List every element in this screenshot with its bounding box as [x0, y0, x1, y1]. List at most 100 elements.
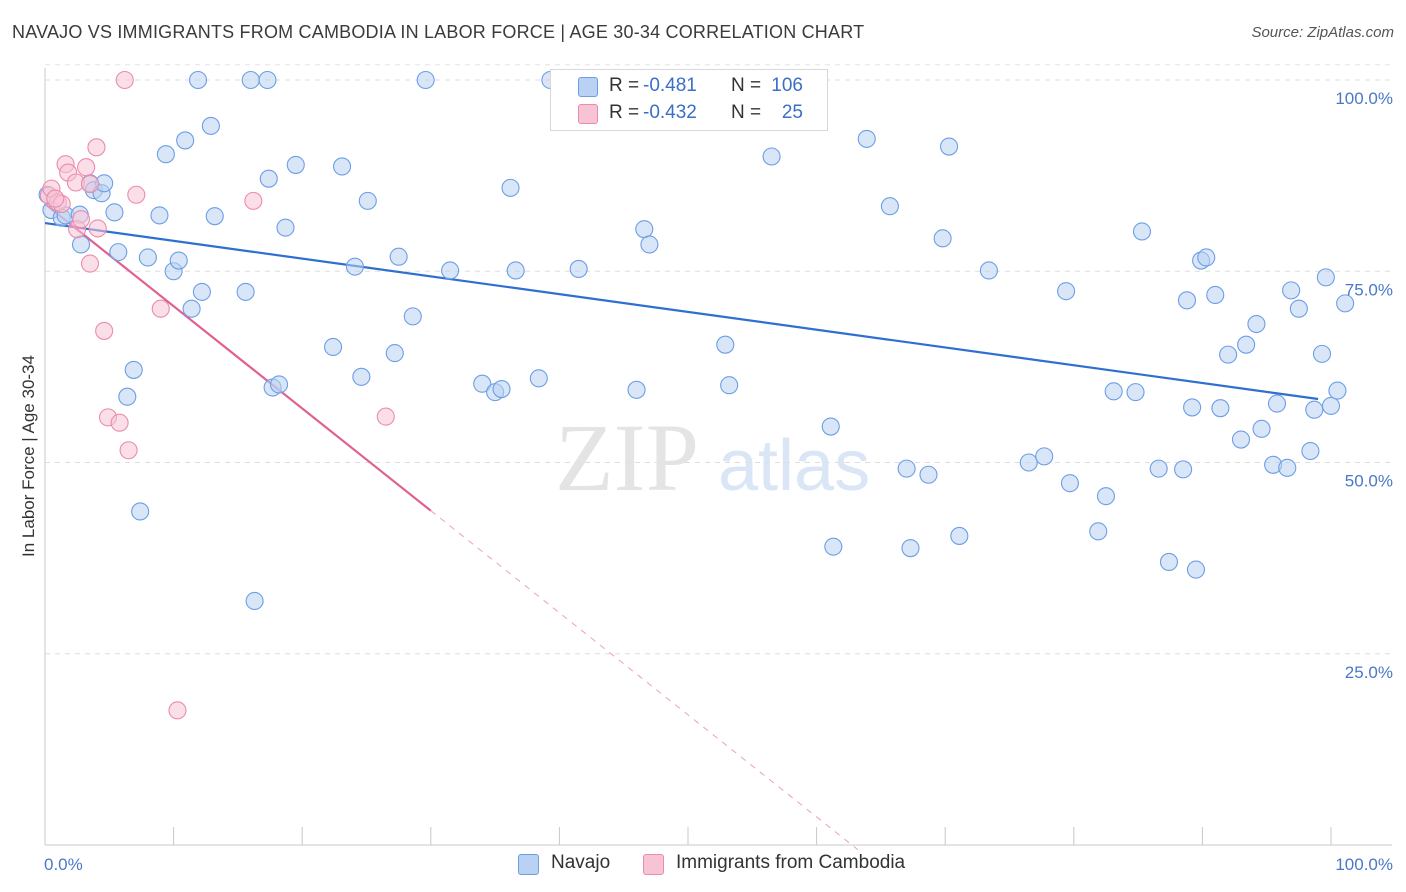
watermark-atlas: atlas: [718, 426, 870, 506]
navajo-point: [933, 229, 952, 248]
legend-row-cambodia: R = -0.432 N = 25: [551, 100, 827, 126]
cambodia-point: [71, 210, 91, 229]
cambodia-point: [46, 189, 65, 208]
navajo-point: [1289, 299, 1308, 318]
navajo-point: [109, 243, 128, 262]
correlation-legend: R = -0.481 N = 106 R = -0.432 N = 25: [550, 69, 828, 131]
navajo-point: [150, 206, 169, 225]
source-credit: Source: ZipAtlas.com: [1251, 24, 1394, 41]
navajo-point: [1328, 381, 1347, 400]
navajo-point: [1159, 552, 1179, 572]
navajo-point: [1312, 344, 1332, 363]
cambodia-swatch: [578, 104, 598, 124]
r-label: R =: [609, 75, 640, 96]
navajo-point: [1321, 396, 1341, 415]
chart-title: NAVAJO VS IMMIGRANTS FROM CAMBODIA IN LA…: [12, 22, 865, 42]
navajo-point: [506, 261, 525, 280]
cambodia-swatch: [643, 854, 664, 875]
navajo-point: [1282, 281, 1301, 300]
navajo-point: [416, 70, 435, 90]
y-tick-label: 25.0%: [1345, 663, 1393, 682]
legend-label: Immigrants from Cambodia: [676, 852, 906, 873]
cambodia-point: [244, 191, 263, 210]
navajo-point: [182, 299, 201, 318]
legend-row-navajo: R = -0.481 N = 106: [551, 73, 827, 99]
navajo-point: [1247, 314, 1266, 334]
legend-item-cambodia[interactable]: Immigrants from Cambodia: [643, 851, 933, 877]
navajo-point: [1237, 335, 1256, 354]
navajo-point: [1219, 345, 1238, 364]
n-label: N =: [731, 75, 762, 96]
n-value: 25: [781, 102, 803, 123]
navajo-point: [169, 251, 188, 270]
cambodia-point: [77, 158, 96, 177]
cambodia-point: [376, 407, 395, 426]
y-tick-label: 100.0%: [1335, 89, 1393, 108]
navajo-point: [1231, 430, 1251, 449]
navajo-point: [824, 537, 843, 556]
navajo-point: [880, 197, 899, 216]
navajo-point: [138, 248, 157, 267]
navajo-point: [940, 137, 959, 156]
watermark: ZIP atlas: [555, 404, 870, 511]
navajo-point: [131, 502, 150, 521]
navajo-point: [1104, 382, 1123, 401]
n-label: N =: [731, 102, 762, 123]
cambodia-point: [127, 185, 146, 204]
navajo-point: [1305, 400, 1324, 419]
navajo-point: [441, 261, 460, 280]
navajo-point: [358, 191, 377, 210]
trend-lines: [44, 203, 1319, 850]
navajo-point: [156, 145, 175, 164]
navajo-point: [720, 376, 739, 395]
cambodia-point: [95, 321, 114, 340]
data-points: [38, 70, 1355, 720]
watermark-zip: ZIP: [555, 404, 699, 511]
navajo-point: [236, 282, 255, 301]
legend-item-navajo[interactable]: Navajo: [518, 851, 628, 877]
navajo-point: [1019, 453, 1038, 472]
y-axis-title: In Labor Force | Age 30-34: [19, 355, 38, 557]
navajo-point: [124, 360, 143, 379]
navajo-point: [1336, 294, 1355, 313]
navajo-swatch: [578, 77, 598, 97]
navajo-point: [1197, 248, 1216, 267]
navajo-point: [352, 367, 371, 386]
y-tick-label: 75.0%: [1345, 280, 1393, 299]
x-tick-labels: 0.0% 100.0%: [44, 855, 1393, 874]
r-label: R =: [609, 102, 640, 123]
cambodia-point: [115, 70, 134, 90]
cambodia-point: [151, 299, 170, 318]
cambodia-point: [80, 174, 100, 194]
r-value: -0.432: [643, 102, 697, 123]
cambodia-point: [110, 413, 129, 432]
navajo-point: [345, 257, 364, 276]
navajo-point: [192, 282, 211, 301]
cambodia-point: [119, 441, 138, 460]
navajo-point: [1060, 474, 1079, 493]
navajo-point: [385, 344, 404, 363]
navajo-point: [821, 417, 840, 436]
navajo-point: [205, 207, 224, 226]
navajo-point: [919, 465, 938, 484]
navajo-point: [762, 147, 781, 166]
y-tick-label: 50.0%: [1345, 472, 1393, 491]
navajo-point: [71, 235, 91, 254]
navajo-point: [118, 387, 137, 406]
navajo-point: [627, 380, 646, 399]
n-value: 106: [771, 75, 803, 96]
navajo-point: [1035, 447, 1054, 466]
navajo-point: [245, 591, 264, 611]
x-tick-label: 100.0%: [1335, 855, 1393, 874]
navajo-swatch: [518, 854, 539, 875]
legend-label: Navajo: [551, 852, 611, 873]
cambodia-point: [87, 138, 106, 157]
navajo-point: [569, 259, 588, 279]
navajo-point: [1183, 398, 1202, 417]
cambodia-point: [80, 254, 100, 273]
r-value: -0.481: [643, 75, 697, 96]
navajo-point: [1126, 383, 1145, 402]
navajo-point: [1301, 441, 1320, 461]
navajo-point: [640, 235, 659, 254]
